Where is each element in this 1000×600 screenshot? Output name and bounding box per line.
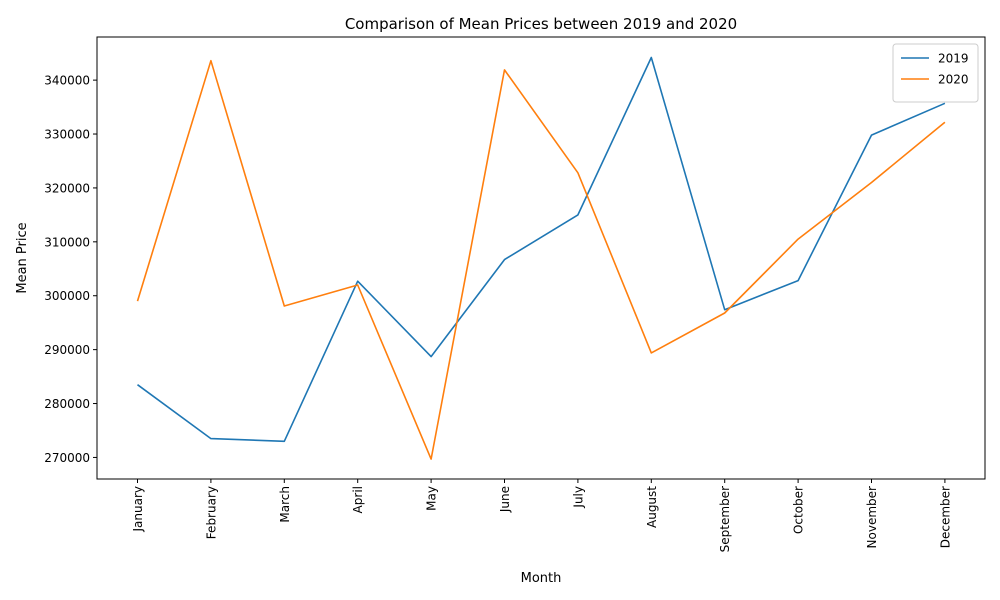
x-axis-label: Month — [521, 571, 562, 586]
plot-frame — [96, 36, 986, 480]
chart-title: Comparison of Mean Prices between 2019 a… — [345, 15, 737, 33]
x-tick-label: September — [718, 486, 732, 552]
legend: 2019 2020 — [892, 43, 979, 103]
x-tick-label: April — [351, 486, 365, 513]
x-tick-label: July — [571, 486, 585, 509]
y-tick-label: 320000 — [44, 181, 90, 195]
y-tick-label: 290000 — [44, 343, 90, 357]
y-tick-label: 300000 — [44, 289, 90, 303]
plot-area — [136, 56, 946, 460]
x-tick-label: August — [645, 486, 659, 528]
y-tick-label: 330000 — [44, 128, 90, 142]
x-tick-label: June — [498, 486, 512, 513]
series-line-2020 — [136, 59, 946, 460]
x-tick-label: October — [792, 486, 806, 534]
y-tick-label: 270000 — [44, 451, 90, 465]
legend-label-2020: 2020 — [938, 73, 969, 87]
y-tick-label: 310000 — [44, 235, 90, 249]
x-tick-label: February — [204, 486, 218, 539]
y-axis-label: Mean Price — [15, 222, 30, 293]
x-tick-label: November — [865, 486, 879, 548]
y-tick-label: 280000 — [44, 397, 90, 411]
y-tick-label: 340000 — [44, 74, 90, 88]
x-tick-label: January — [131, 486, 145, 533]
x-tick-label: May — [425, 486, 439, 511]
x-tick-label: December — [938, 486, 952, 548]
axes: 270000 280000 290000 300000 310000 320000 3300… — [44, 74, 952, 553]
series-line-2019 — [137, 56, 946, 443]
x-tick-label: March — [278, 486, 292, 523]
legend-label-2019: 2019 — [938, 52, 969, 66]
